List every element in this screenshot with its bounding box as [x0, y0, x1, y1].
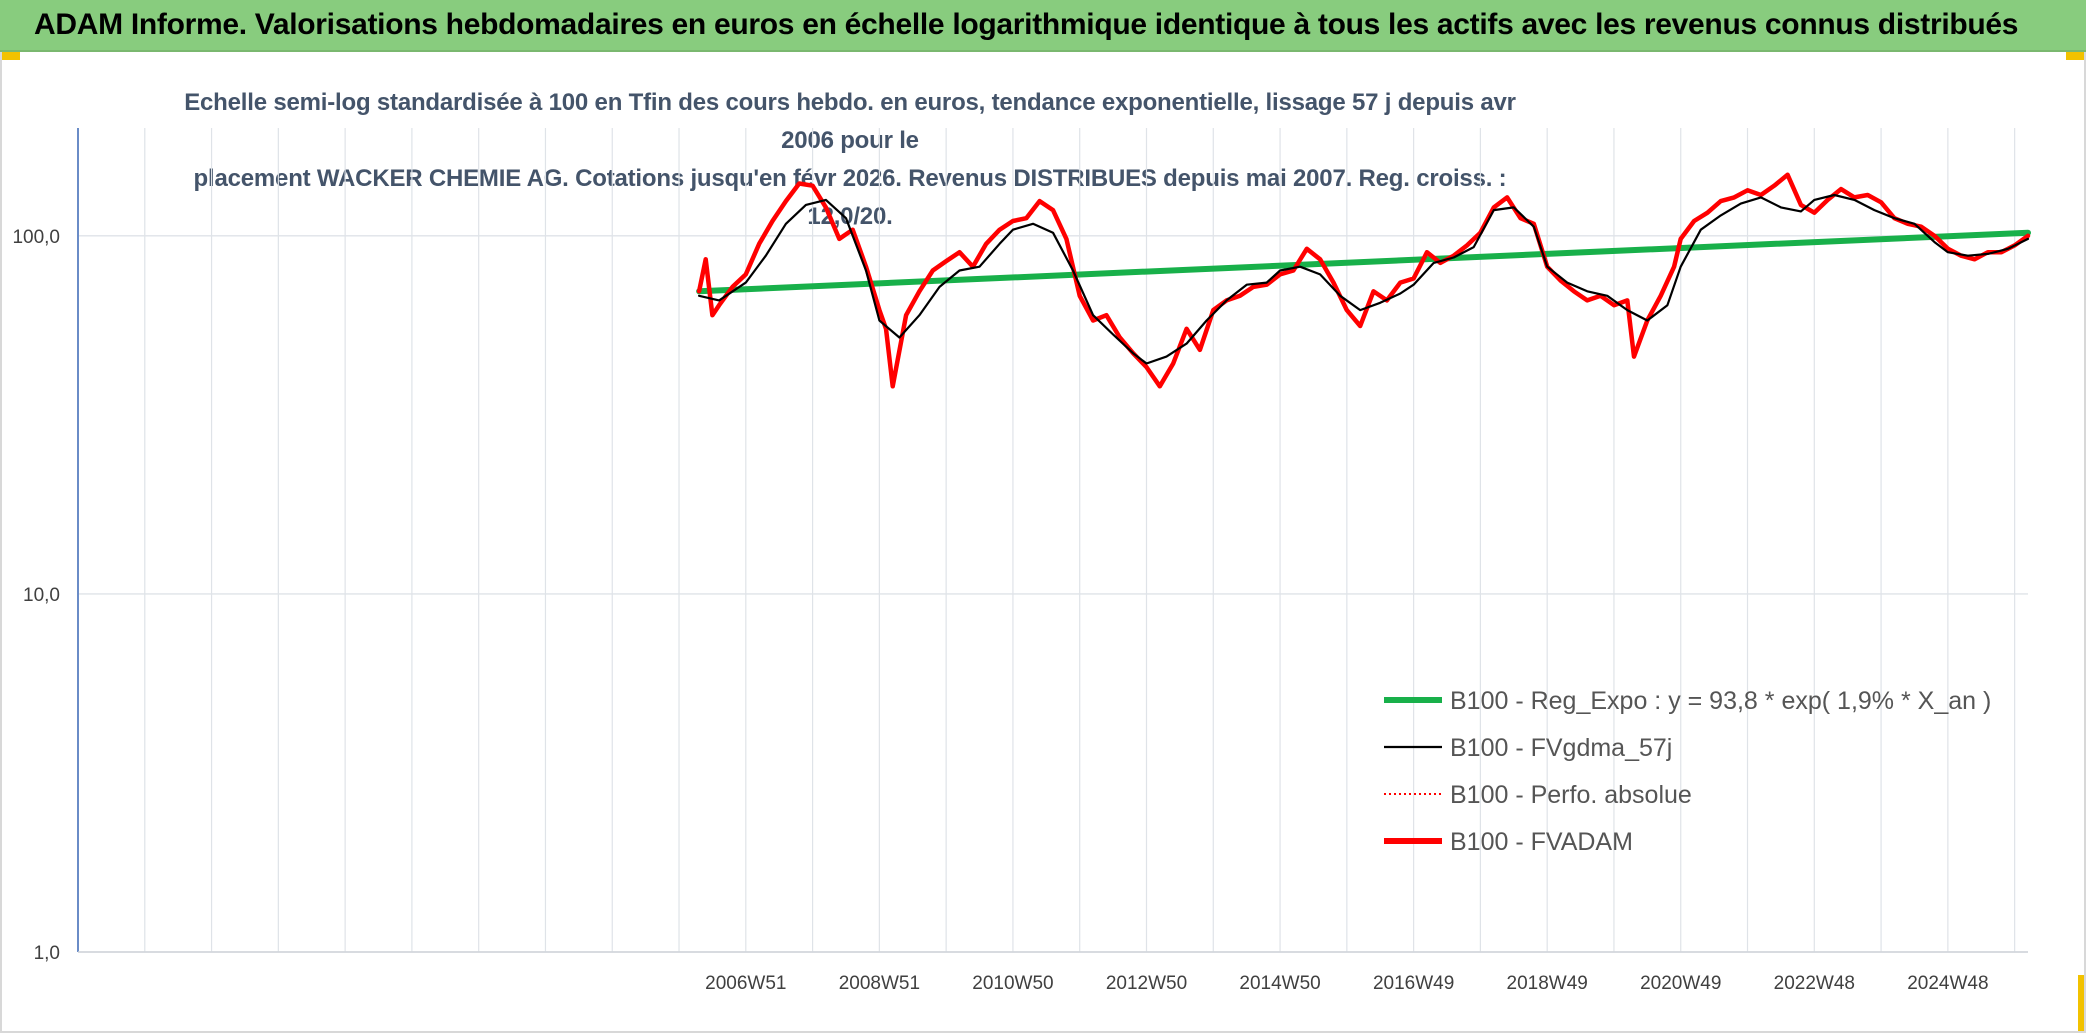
chart-subtitle-line-1: Echelle semi-log standardisée à 100 en T… — [184, 89, 1516, 154]
fvadam-line — [696, 172, 2031, 389]
x-tick-label: 2010W50 — [972, 973, 1053, 994]
legend-label: B100 - Reg_Expo : y = 93,8 * exp( 1,9% *… — [1450, 687, 1991, 715]
series-layer — [696, 172, 2031, 389]
x-tick-label: 2014W50 — [1239, 973, 1320, 994]
y-tick-labels: 1,0 10,0 100,0 — [12, 227, 60, 964]
regression-line — [696, 229, 2031, 295]
corner-accent-right — [2066, 52, 2086, 60]
y-tick-label: 1,0 — [34, 943, 60, 964]
legend-label: B100 - Perfo. absolue — [1450, 781, 1692, 809]
header-bar: ADAM Informe. Valorisations hebdomadaire… — [0, 0, 2086, 52]
x-tick-label: 2008W51 — [839, 973, 920, 994]
y-tick-label: 10,0 — [23, 585, 60, 606]
legend-label: B100 - FVgdma_57j — [1450, 734, 1672, 762]
gridlines — [77, 128, 2028, 953]
x-tick-label: 2012W50 — [1106, 973, 1187, 994]
smoothed-line — [697, 193, 2030, 365]
legend: B100 - Reg_Expo : y = 93,8 * exp( 1,9% *… — [1384, 687, 1991, 856]
x-tick-label: 2020W49 — [1640, 973, 1721, 994]
x-tick-label: 2018W49 — [1507, 973, 1588, 994]
x-tick-label: 2006W51 — [705, 973, 786, 994]
x-tick-label: 2022W48 — [1774, 973, 1855, 994]
x-tick-labels: 2006W51 2008W51 2010W50 2012W50 2014W50 2016W… — [705, 973, 1988, 994]
chart-frame — [0, 52, 2086, 1033]
corner-accent-bottom-right — [2078, 975, 2086, 1033]
x-tick-label: 2016W49 — [1373, 973, 1454, 994]
y-tick-label: 100,0 — [12, 227, 60, 248]
page-title: ADAM Informe. Valorisations hebdomadaire… — [34, 8, 2019, 41]
legend-label: B100 - FVADAM — [1450, 828, 1633, 856]
x-tick-label: 2024W48 — [1907, 973, 1988, 994]
corner-accent-left — [0, 52, 20, 60]
axes — [77, 128, 2028, 953]
